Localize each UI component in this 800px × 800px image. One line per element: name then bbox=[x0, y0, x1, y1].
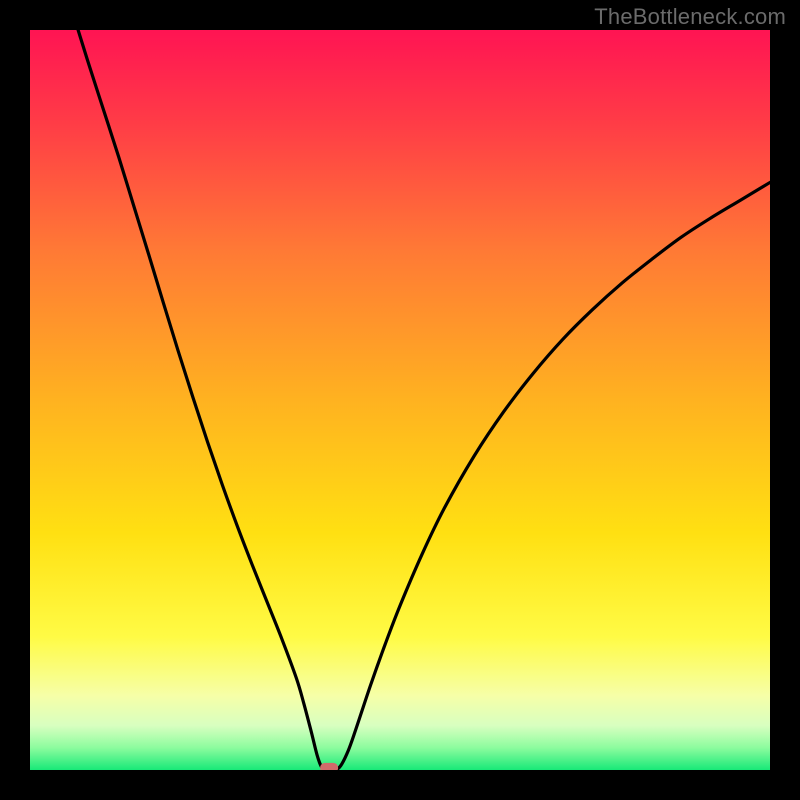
curve-svg bbox=[30, 30, 770, 770]
chart-frame: TheBottleneck.com bbox=[0, 0, 800, 800]
bottleneck-curve bbox=[78, 30, 770, 770]
plot-area bbox=[30, 30, 770, 770]
minimum-marker bbox=[320, 763, 338, 770]
watermark-text: TheBottleneck.com bbox=[594, 4, 786, 30]
